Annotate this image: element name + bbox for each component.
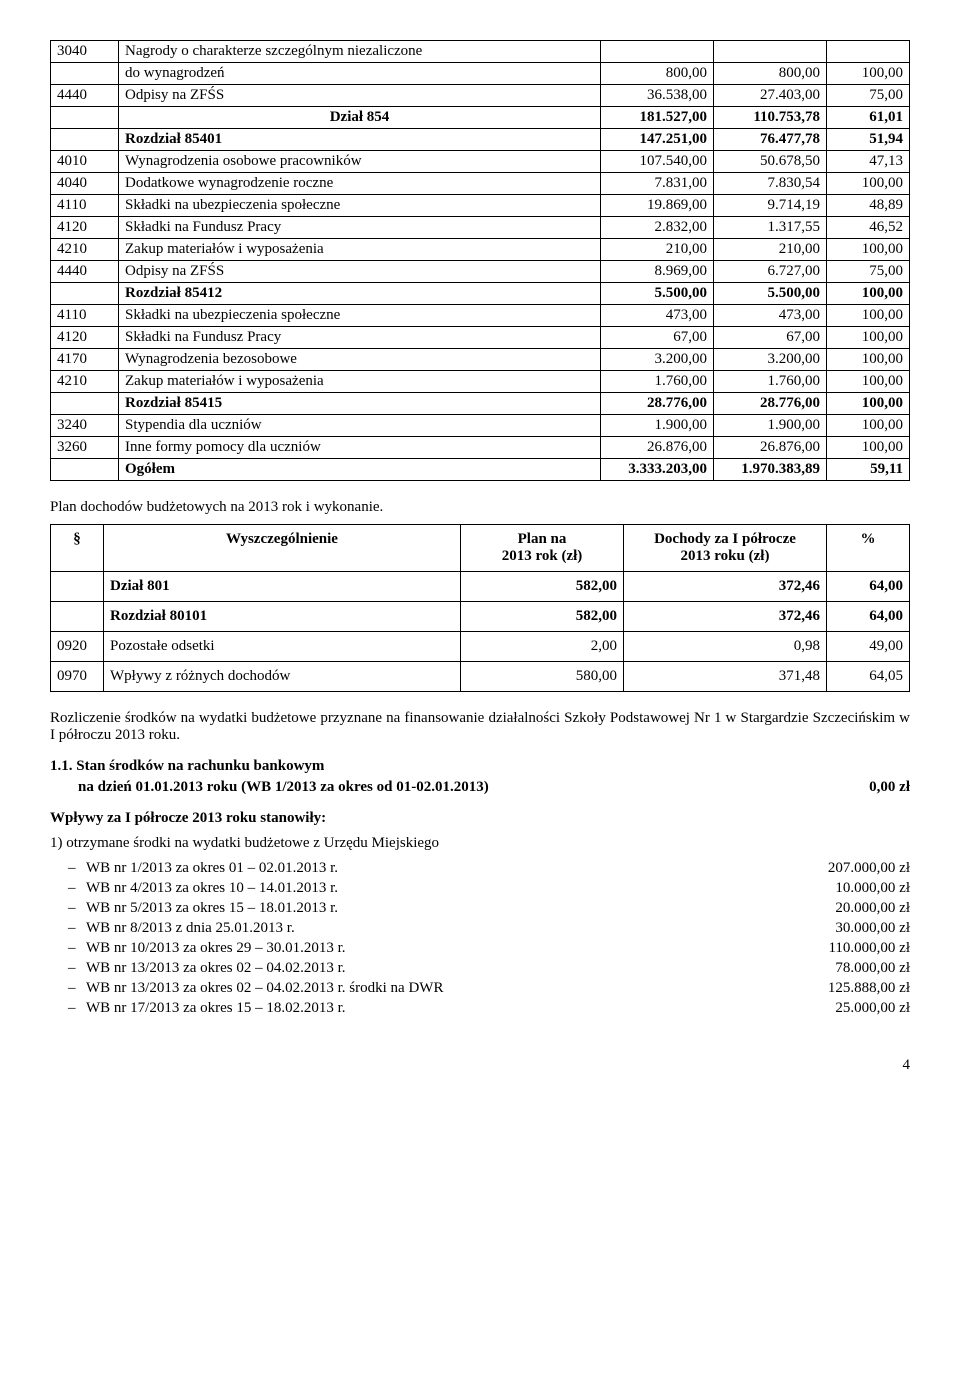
budget-table-1: 3040Nagrody o charakterze szczególnym ni… [50, 40, 910, 481]
stan-amount: 0,00 zł [869, 779, 910, 796]
table-row: Rozdział 8541528.776,0028.776,00100,00 [51, 393, 910, 415]
para-rozliczenie: Rozliczenie środków na wydatki budżetowe… [50, 710, 910, 744]
heading-wplywy: Wpływy za I półrocze 2013 roku stanowiły… [50, 810, 910, 827]
wb-text: WB nr 10/2013 za okres 29 – 30.01.2013 r… [86, 940, 346, 957]
table-row: 4210Zakup materiałów i wyposażenia1.760,… [51, 371, 910, 393]
list-item: WB nr 13/2013 za okres 02 – 04.02.2013 r… [68, 960, 910, 977]
table-row: 4440Odpisy na ZFŚS36.538,0027.403,0075,0… [51, 85, 910, 107]
wb-text: WB nr 8/2013 z dnia 25.01.2013 r. [86, 920, 295, 937]
table-row: 4210Zakup materiałów i wyposażenia210,00… [51, 239, 910, 261]
wb-amount: 78.000,00 zł [835, 960, 910, 977]
wb-amount: 20.000,00 zł [835, 900, 910, 917]
table-row: 3260Inne formy pomocy dla uczniów26.876,… [51, 437, 910, 459]
table-row: 3040Nagrody o charakterze szczególnym ni… [51, 41, 910, 63]
table-row: 0920Pozostałe odsetki2,000,9849,00 [51, 632, 910, 662]
wb-list: WB nr 1/2013 za okres 01 – 02.01.2013 r.… [50, 860, 910, 1017]
stan-line2: na dzień 01.01.2013 roku (WB 1/2013 za o… [50, 779, 489, 796]
wb-text: WB nr 13/2013 za okres 02 – 04.02.2013 r… [86, 960, 346, 977]
wb-amount: 125.888,00 zł [828, 980, 910, 997]
wb-text: WB nr 5/2013 za okres 15 – 18.01.2013 r. [86, 900, 338, 917]
table-row: 4040Dodatkowe wynagrodzenie roczne7.831,… [51, 173, 910, 195]
table-row: 4110Składki na ubezpieczenia społeczne47… [51, 305, 910, 327]
page-number: 4 [50, 1057, 910, 1074]
para-plan-dochodow: Plan dochodów budżetowych na 2013 rok i … [50, 499, 910, 516]
wb-amount: 25.000,00 zł [835, 1000, 910, 1017]
list-item: WB nr 1/2013 za okres 01 – 02.01.2013 r.… [68, 860, 910, 877]
table-row: 3240Stypendia dla uczniów1.900,001.900,0… [51, 415, 910, 437]
table-row: 4120Składki na Fundusz Pracy67,0067,0010… [51, 327, 910, 349]
list-item: WB nr 5/2013 za okres 15 – 18.01.2013 r.… [68, 900, 910, 917]
item-otrzymane: 1) otrzymane środki na wydatki budżetowe… [50, 835, 910, 852]
table-row: Rozdział 80101582,00372,4664,00 [51, 602, 910, 632]
table-row: Dział 854181.527,00110.753,7861,01 [51, 107, 910, 129]
list-item: WB nr 8/2013 z dnia 25.01.2013 r. 30.000,… [68, 920, 910, 937]
wb-text: WB nr 13/2013 za okres 02 – 04.02.2013 r… [86, 980, 443, 997]
table-row: Rozdział 854125.500,005.500,00100,00 [51, 283, 910, 305]
table-row: 4110Składki na ubezpieczenia społeczne19… [51, 195, 910, 217]
table-row: Rozdział 85401147.251,0076.477,7851,94 [51, 129, 910, 151]
table-header-row: §WyszczególnieniePlan na 2013 rok (zł)Do… [51, 525, 910, 572]
table-row: 4440Odpisy na ZFŚS8.969,006.727,0075,00 [51, 261, 910, 283]
table-row: 0970Wpływy z różnych dochodów580,00371,4… [51, 662, 910, 692]
wb-amount: 207.000,00 zł [828, 860, 910, 877]
table-row: Ogółem3.333.203,001.970.383,8959,11 [51, 459, 910, 481]
wb-text: WB nr 1/2013 za okres 01 – 02.01.2013 r. [86, 860, 338, 877]
wb-amount: 30.000,00 zł [835, 920, 910, 937]
income-plan-table: §WyszczególnieniePlan na 2013 rok (zł)Do… [50, 524, 910, 692]
list-item: WB nr 4/2013 za okres 10 – 14.01.2013 r.… [68, 880, 910, 897]
wb-amount: 10.000,00 zł [835, 880, 910, 897]
list-item: WB nr 13/2013 za okres 02 – 04.02.2013 r… [68, 980, 910, 997]
table-row: 4010Wynagrodzenia osobowe pracowników107… [51, 151, 910, 173]
table-row: Dział 801582,00372,4664,00 [51, 572, 910, 602]
wb-text: WB nr 17/2013 za okres 15 – 18.02.2013 r… [86, 1000, 346, 1017]
table-row: 4120Składki na Fundusz Pracy2.832,001.31… [51, 217, 910, 239]
heading-stan-srodkow: 1.1. Stan środków na rachunku bankowym [50, 758, 910, 775]
table-row: do wynagrodzeń800,00800,00100,00 [51, 63, 910, 85]
list-item: WB nr 10/2013 za okres 29 – 30.01.2013 r… [68, 940, 910, 957]
wb-amount: 110.000,00 zł [828, 940, 910, 957]
table-row: 4170Wynagrodzenia bezosobowe3.200,003.20… [51, 349, 910, 371]
wb-text: WB nr 4/2013 za okres 10 – 14.01.2013 r. [86, 880, 338, 897]
list-item: WB nr 17/2013 za okres 15 – 18.02.2013 r… [68, 1000, 910, 1017]
